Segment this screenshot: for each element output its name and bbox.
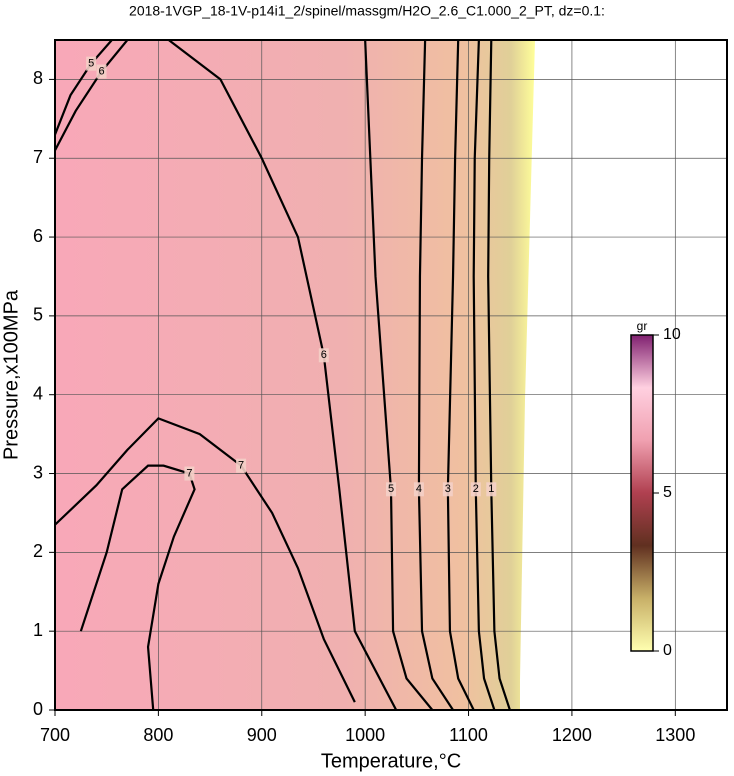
contour-label: 6 [321,349,327,361]
contour-label: 7 [238,460,244,472]
y-tick-label: 5 [33,305,43,325]
x-axis-label: Temperature,°C [321,750,461,772]
contour-label-bg [318,348,329,363]
contour-label: 4 [416,483,422,495]
colorbar [630,334,654,652]
colorbar-label: gr [637,319,648,333]
y-tick-label: 4 [33,383,43,403]
contour-label-bg [236,458,247,473]
frame [54,39,728,711]
contour-label-bg [486,482,497,497]
y-tick-label: 8 [33,68,43,88]
contour-label: 7 [186,467,192,479]
contour-label: 5 [88,58,94,70]
contour-line [55,40,113,135]
colorbar-tick-label: 10 [663,326,681,343]
y-tick-label: 3 [33,462,43,482]
contour-label-bg [386,482,396,497]
contour-label: 6 [98,65,104,77]
colorbar-tick-label: 0 [663,642,672,659]
y-tick-label: 1 [33,620,43,640]
contour-label-bg [96,64,107,79]
contour-label-bg [470,482,481,497]
y-tick-label: 0 [33,699,43,719]
contour-label: 1 [488,483,494,495]
contour-line [55,40,129,151]
contour-label-bg [413,482,424,497]
contour-label-bg [442,482,453,497]
contour-label: 2 [473,483,479,495]
x-tick-label: 700 [40,725,70,745]
contour-label-bg [184,466,195,481]
contour-label-bg [86,56,97,71]
contour-line [168,40,398,710]
x-tick-label: 900 [247,725,277,745]
y-tick-label: 6 [33,226,43,246]
x-tick-label: 800 [143,725,173,745]
contour-label: 5 [388,483,394,495]
y-tick-label: 2 [33,541,43,561]
field [55,40,535,710]
y-axis-label: Pressure,x100MPa [0,289,22,460]
x-tick-label: 1100 [449,725,488,745]
x-tick-label: 1000 [345,725,385,745]
colorbar-tick-label: 5 [663,484,672,501]
x-tick-label: 1300 [655,725,695,745]
y-tick-label: 7 [33,147,43,167]
x-tick-label: 1200 [552,725,592,745]
contour-line [55,417,356,703]
contour-label: 3 [445,483,451,495]
chart-title: 2018-1VGP_18-1V-p14i1_2/spinel/massgm/H2… [129,3,605,19]
